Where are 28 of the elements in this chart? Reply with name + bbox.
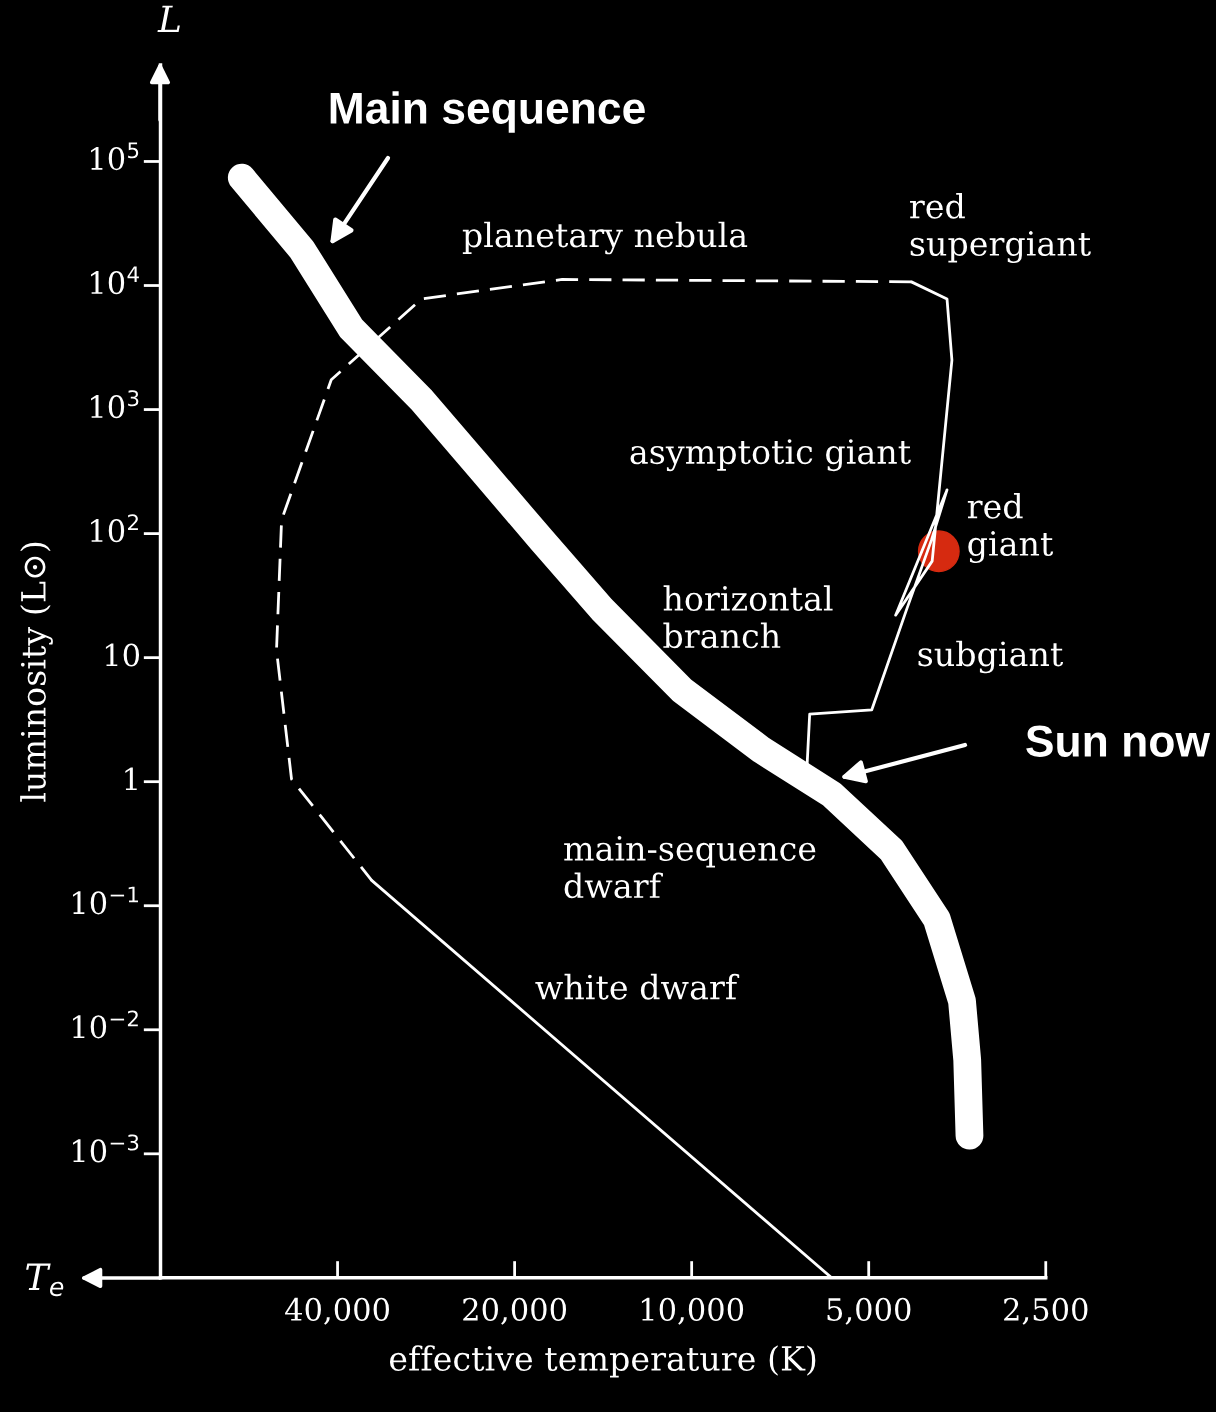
- x-tick-label: 2,500: [1004, 1297, 1088, 1325]
- annotation: Sun now: [1026, 725, 1211, 757]
- y-tick-label: 10$^{−3}$: [72, 1134, 139, 1163]
- y-tick-label: 10: [105, 643, 140, 667]
- text: L: [157, 5, 180, 32]
- y-axis-title: luminosity (L⊙): [20, 542, 53, 802]
- annotation: planetary nebula: [462, 221, 748, 255]
- y-tick-label: 1: [125, 767, 137, 791]
- annotation: white dwarf: [535, 973, 740, 1000]
- y-tick-label: 10$^{−1}$: [72, 886, 138, 915]
- y-tick-label: 10$^{3}$: [91, 390, 139, 419]
- y-tick-label: 10$^{4}$: [91, 266, 139, 295]
- annotation: asymptotic giant: [630, 439, 911, 472]
- annotation: Main sequence: [330, 91, 645, 133]
- annotation: subgiant: [918, 640, 1064, 674]
- x-tick-label: 10,000: [641, 1297, 744, 1325]
- annotation: main-sequence dwarf: [564, 836, 816, 899]
- x-tick-label: 20,000: [463, 1297, 567, 1325]
- y-tick-label: 10$^{5}$: [91, 142, 139, 171]
- annotation: horizontal branch: [663, 585, 833, 649]
- x-tick-label: 5,000: [827, 1297, 911, 1325]
- y-tick-label: 10$^{2}$: [91, 514, 138, 543]
- x-tick-label: 40,000: [285, 1297, 389, 1325]
- y-tick-label: 10$^{−2}$: [72, 1010, 138, 1039]
- x-axis-title: effective temperature (K): [389, 1345, 816, 1378]
- annotation: red giant: [967, 492, 1054, 564]
- annotation: red supergiant: [910, 192, 1091, 264]
- text: T$_{e}$: [26, 1263, 64, 1297]
